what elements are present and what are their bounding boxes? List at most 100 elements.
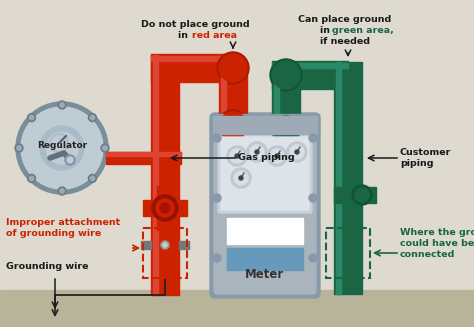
Circle shape xyxy=(267,146,287,166)
Circle shape xyxy=(29,115,34,120)
Circle shape xyxy=(290,145,304,159)
Circle shape xyxy=(272,61,300,89)
Circle shape xyxy=(60,189,64,193)
Circle shape xyxy=(295,150,299,154)
Circle shape xyxy=(89,174,96,182)
Text: connected: connected xyxy=(400,250,456,259)
Circle shape xyxy=(29,176,34,181)
Circle shape xyxy=(46,132,78,164)
Text: in: in xyxy=(320,26,333,35)
FancyBboxPatch shape xyxy=(218,134,312,213)
Bar xyxy=(106,152,181,164)
Circle shape xyxy=(156,199,174,217)
Bar xyxy=(272,75,300,130)
Bar xyxy=(221,68,226,126)
Bar xyxy=(272,61,348,89)
Circle shape xyxy=(103,146,107,150)
Text: Gas piping: Gas piping xyxy=(238,153,295,163)
Bar xyxy=(153,55,158,295)
Circle shape xyxy=(219,54,247,82)
Circle shape xyxy=(27,174,36,182)
Circle shape xyxy=(355,188,369,202)
Bar xyxy=(336,62,341,294)
Bar xyxy=(0,290,474,327)
Text: Regulator: Regulator xyxy=(37,142,87,150)
Circle shape xyxy=(272,116,300,144)
Circle shape xyxy=(234,171,248,185)
Bar xyxy=(179,241,189,249)
Circle shape xyxy=(270,59,302,91)
Text: Where the ground: Where the ground xyxy=(400,228,474,237)
Circle shape xyxy=(217,110,249,142)
Bar xyxy=(151,56,233,61)
Text: Meter: Meter xyxy=(246,268,284,282)
Circle shape xyxy=(309,134,317,142)
Circle shape xyxy=(247,142,267,162)
Bar xyxy=(143,200,187,216)
FancyBboxPatch shape xyxy=(214,117,316,294)
Bar xyxy=(141,241,151,249)
Bar xyxy=(334,62,362,294)
Text: could have been: could have been xyxy=(400,239,474,248)
Circle shape xyxy=(21,107,103,189)
Circle shape xyxy=(270,149,284,163)
Circle shape xyxy=(213,134,221,142)
Circle shape xyxy=(275,154,279,158)
Circle shape xyxy=(309,194,317,202)
Circle shape xyxy=(89,113,96,122)
Circle shape xyxy=(352,185,372,205)
Circle shape xyxy=(255,150,259,154)
Circle shape xyxy=(27,113,36,122)
Text: of grounding wire: of grounding wire xyxy=(6,229,101,238)
Bar xyxy=(157,186,173,230)
Bar xyxy=(326,228,370,278)
Circle shape xyxy=(231,168,251,188)
Circle shape xyxy=(217,52,249,84)
Bar xyxy=(272,63,348,68)
Bar xyxy=(219,68,247,126)
Circle shape xyxy=(101,144,109,152)
Circle shape xyxy=(40,126,84,170)
Bar xyxy=(213,116,317,134)
Bar xyxy=(106,152,181,156)
Text: Do not place ground: Do not place ground xyxy=(141,20,249,29)
Circle shape xyxy=(58,187,66,195)
Circle shape xyxy=(90,176,95,181)
Circle shape xyxy=(58,101,66,109)
Bar xyxy=(211,114,319,136)
Circle shape xyxy=(270,114,302,146)
Circle shape xyxy=(65,155,75,165)
FancyBboxPatch shape xyxy=(221,137,309,210)
Circle shape xyxy=(17,146,21,150)
Circle shape xyxy=(161,241,169,249)
Circle shape xyxy=(60,103,64,107)
Circle shape xyxy=(309,254,317,262)
Circle shape xyxy=(160,203,170,213)
Circle shape xyxy=(152,195,178,221)
Circle shape xyxy=(90,115,95,120)
Text: if needed: if needed xyxy=(320,37,370,46)
Bar xyxy=(227,248,303,270)
Bar xyxy=(151,55,179,295)
Circle shape xyxy=(250,145,264,159)
Circle shape xyxy=(219,112,247,140)
Bar xyxy=(227,218,303,244)
Bar xyxy=(274,75,279,130)
Circle shape xyxy=(163,243,167,247)
Circle shape xyxy=(287,142,307,162)
FancyBboxPatch shape xyxy=(210,113,320,298)
Circle shape xyxy=(235,154,239,158)
Bar xyxy=(334,187,376,203)
Text: green area,: green area, xyxy=(332,26,394,35)
Circle shape xyxy=(16,102,108,194)
Text: red area: red area xyxy=(192,31,237,40)
Text: Customer: Customer xyxy=(400,148,451,157)
Text: Grounding wire: Grounding wire xyxy=(6,262,89,271)
Circle shape xyxy=(213,194,221,202)
Text: Improper attachment: Improper attachment xyxy=(6,218,120,227)
Circle shape xyxy=(67,157,73,163)
Bar xyxy=(143,228,187,278)
Circle shape xyxy=(15,144,23,152)
Circle shape xyxy=(239,176,243,180)
Circle shape xyxy=(230,149,244,163)
